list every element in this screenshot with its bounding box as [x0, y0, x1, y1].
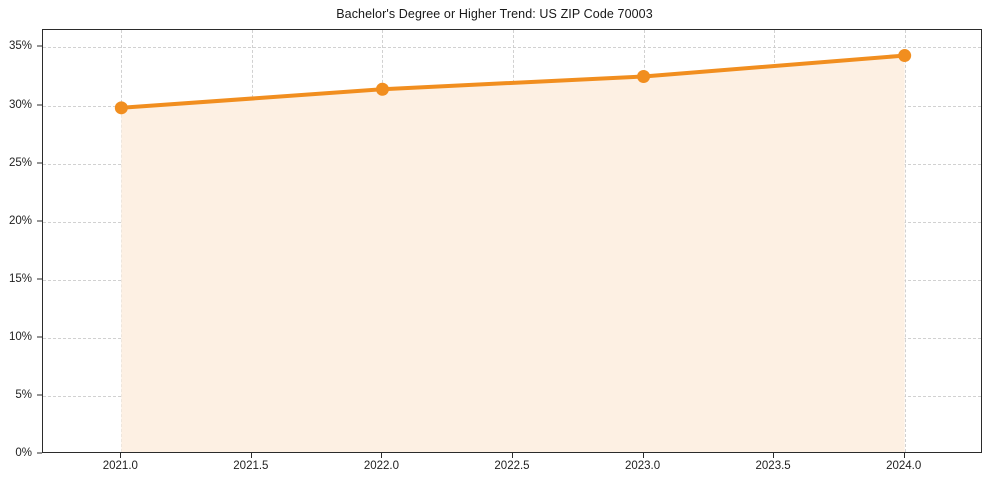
y-tick-label-7: 35% — [8, 40, 32, 53]
x-tick-label-0: 2021.0 — [102, 460, 138, 472]
area-fill — [121, 55, 905, 452]
y-axis-tick-labels: 0% 5% 10% 15% 20% 25% 30% 35% — [0, 0, 32, 490]
y-tick-mark-6 — [37, 104, 42, 105]
y-tick-label-0: 0% — [15, 447, 32, 459]
y-tick-mark-7 — [37, 45, 42, 47]
y-tick-label-4: 20% — [8, 214, 32, 227]
y-tick-mark-5 — [37, 162, 42, 164]
x-tick-label-1: 2021.5 — [233, 460, 269, 472]
x-tick-label-3: 2022.5 — [494, 460, 530, 472]
x-tick-mark-5 — [773, 453, 775, 458]
y-axis-tick-marks — [37, 0, 43, 490]
y-tick-mark-1 — [37, 394, 42, 396]
trend-line — [119, 53, 907, 110]
data-point-2023 — [637, 69, 651, 83]
x-tick-mark-1 — [250, 453, 252, 458]
data-point-2022 — [375, 82, 389, 96]
data-point-markers — [114, 49, 912, 115]
x-tick-label-6: 2024.0 — [886, 460, 922, 472]
chart-title: Bachelor's Degree or Higher Trend: US ZI… — [336, 7, 653, 21]
gridline-v-6 — [904, 30, 906, 452]
x-tick-label-4: 2023.0 — [624, 460, 661, 472]
y-tick-mark-3 — [37, 278, 42, 280]
y-tick-mark-4 — [37, 220, 42, 222]
y-tick-label-3: 15% — [8, 272, 32, 285]
x-tick-label-5: 2023.5 — [755, 460, 791, 472]
x-tick-mark-0 — [120, 453, 122, 458]
x-tick-label-2: 2022.0 — [363, 460, 400, 472]
y-tick-mark-2 — [37, 336, 42, 338]
y-tick-mark-0 — [37, 452, 42, 454]
plot-area — [42, 29, 982, 453]
y-tick-label-2: 10% — [8, 330, 32, 343]
x-tick-mark-6 — [903, 453, 905, 458]
y-tick-label-1: 5% — [15, 388, 32, 401]
y-tick-label-6: 30% — [8, 98, 32, 111]
data-point-2021 — [114, 101, 128, 115]
data-point-2024 — [898, 49, 912, 63]
x-tick-mark-2 — [381, 453, 383, 458]
x-tick-mark-4 — [642, 453, 644, 458]
gridline-h-7 — [43, 47, 981, 49]
series-area-line — [114, 49, 912, 452]
y-tick-label-5: 25% — [8, 156, 32, 169]
x-tick-mark-3 — [512, 453, 513, 458]
